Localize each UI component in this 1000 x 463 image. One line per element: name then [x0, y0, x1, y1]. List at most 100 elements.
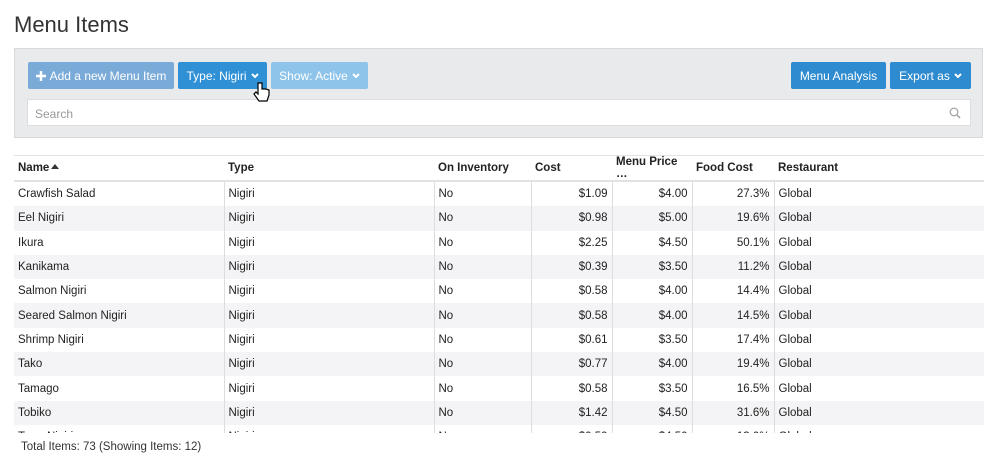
table-cell: Global [773, 206, 984, 231]
table-cell-text: Tamago [18, 382, 59, 395]
column-header[interactable]: Menu Price … [612, 155, 692, 182]
table-cell: Kanikama [14, 254, 224, 280]
table-cell: Salmon Nigiri [14, 279, 224, 303]
table-cell: 13.0% [691, 424, 774, 433]
column-header[interactable]: Restaurant [774, 155, 984, 182]
table-cell-text: $0.59 [579, 431, 608, 433]
column-header[interactable]: Food Cost [692, 155, 774, 182]
table-cell: Global [773, 230, 984, 255]
table-cell-text: $3.50 [658, 333, 688, 346]
table-cell: $0.58 [530, 376, 612, 401]
table-cell-text: $3.50 [658, 382, 688, 395]
table-row[interactable]: Shrimp Nigiri Nigiri No $0.61 $3.50 17.4% Glob… [14, 327, 984, 353]
table-cell: $4.50 [611, 424, 692, 433]
table-cell-text: Global [778, 333, 812, 346]
table-cell-text: No [438, 188, 454, 201]
table-row[interactable]: Ikura Nigiri No $2.25 $4.50 50.1% Global [14, 230, 984, 255]
table-cell: Nigiri [223, 327, 434, 353]
table-cell: $4.00 [611, 181, 692, 207]
column-header-text: Restaurant [778, 162, 839, 174]
show-filter[interactable]: Show: Active [271, 62, 368, 89]
table-cell: $0.39 [530, 254, 612, 280]
chevron [352, 72, 360, 78]
table-cell: Nigiri [223, 279, 434, 304]
table-cell-text: $2.25 [578, 236, 608, 249]
table-cell-text: Nigiri [228, 309, 255, 322]
table-cell: 11.2% [691, 254, 774, 280]
table-cell: No [433, 206, 531, 231]
table-row[interactable]: Kanikama Nigiri No $0.39 $3.50 11.2% Global [14, 254, 984, 280]
table-cell: $0.77 [530, 352, 612, 377]
table-row[interactable]: Tobiko Nigiri No $1.42 $4.50 31.6% Global [14, 400, 984, 425]
table-container: Name Type On Inventory Cost Menu Price … Food… [14, 155, 984, 433]
table-row[interactable]: Tamago Nigiri No $0.58 $3.50 16.5% Global [14, 376, 984, 401]
table-cell-text: 31.6% [736, 406, 770, 419]
table-cell-text: $0.98 [578, 212, 608, 225]
column-header[interactable]: Name [14, 155, 224, 182]
table-cell: No [433, 230, 531, 255]
table-cell-text: 14.4% [736, 285, 770, 298]
add-button[interactable]: Add a new Menu Item [28, 62, 174, 89]
column-header-text: On Inventory [438, 162, 509, 174]
table-cell: Shrimp Nigiri [14, 328, 224, 352]
table-cell: $0.59 [530, 424, 612, 433]
table-cell-text: $0.58 [578, 382, 608, 395]
table-cell: $1.09 [530, 181, 612, 207]
table-cell-text: No [438, 285, 454, 298]
table-cell: $1.42 [530, 400, 612, 425]
table-cell: No [433, 181, 531, 207]
table-cell: $4.00 [611, 279, 692, 304]
table-cell-text: Global [778, 285, 812, 298]
column-header-text: Name [18, 162, 50, 174]
table-cell-text: Global [778, 406, 812, 419]
table-cell-text: 11.2% [737, 261, 770, 274]
table-cell-text: Tuna Nigiri [18, 431, 73, 433]
table-row[interactable]: Tako Nigiri No $0.77 $4.00 19.4% Global [14, 352, 984, 377]
column-header[interactable]: On Inventory [434, 155, 531, 182]
table-cell-text: Nigiri [228, 261, 255, 274]
table-cell-text: $0.58 [578, 309, 608, 322]
table-row[interactable]: Crawfish Salad Nigiri No $1.09 $4.00 27.3% Glo… [14, 181, 984, 207]
table-cell: 17.4% [691, 327, 774, 353]
type-filter[interactable]: Type: Nigiri [178, 62, 267, 89]
table-cell-text: 13.0% [737, 431, 770, 433]
column-header[interactable]: Type [224, 155, 434, 182]
table-cell-text: No [438, 382, 454, 395]
table-row[interactable]: Tuna Nigiri Nigiri No $0.59 $4.50 13.0% Global [14, 424, 984, 433]
table-cell: Seared Salmon Nigiri [14, 303, 224, 328]
table-cell: 27.3% [691, 181, 774, 207]
table-cell: Tamago [14, 376, 224, 400]
analysis-button-label: Menu Analysis [799, 68, 878, 83]
toolbar: Add a new Menu Item Type: Nigiri Show: A… [14, 48, 983, 138]
show-filter-label: Show: Active [279, 68, 348, 83]
table-cell: $0.61 [530, 327, 612, 353]
table-cell-text: Nigiri [228, 333, 255, 346]
table-cell: 50.1% [691, 230, 774, 255]
column-header[interactable]: Cost [531, 155, 612, 182]
table-cell-text: No [438, 358, 454, 371]
search-box[interactable]: Search [27, 99, 971, 126]
analysis-button[interactable]: Menu Analysis [791, 62, 886, 89]
table-row[interactable]: Eel Nigiri Nigiri No $0.98 $5.00 19.6% Global [14, 206, 984, 231]
table-cell-text: 17.4% [736, 333, 770, 346]
table-cell-text: Nigiri [228, 382, 255, 395]
table-cell-text: $4.00 [658, 358, 688, 371]
table-cell: Nigiri [223, 206, 434, 231]
table-cell: Ikura [14, 231, 224, 255]
table-cell: Nigiri [223, 303, 434, 328]
table-cell-text: Global [778, 309, 812, 322]
table-cell: Tobiko [14, 400, 224, 425]
table-cell: No [433, 279, 531, 304]
table-cell: Global [773, 376, 984, 401]
table-cell: Nigiri [223, 181, 434, 207]
table-row[interactable]: Seared Salmon Nigiri Nigiri No $0.58 $4.00 14… [14, 303, 984, 328]
table-row[interactable]: Salmon Nigiri Nigiri No $0.58 $4.00 14.4% Glob… [14, 279, 984, 304]
table-cell-text: $4.00 [658, 285, 688, 298]
table-cell: No [433, 400, 531, 425]
export-button[interactable]: Export as [890, 62, 971, 89]
footer-summary: Total Items: 73 (Showing Items: 12) [21, 441, 202, 453]
table-cell-text: 19.6% [736, 212, 770, 225]
table-cell: $4.50 [611, 400, 692, 425]
table-cell: Tako [14, 352, 224, 377]
